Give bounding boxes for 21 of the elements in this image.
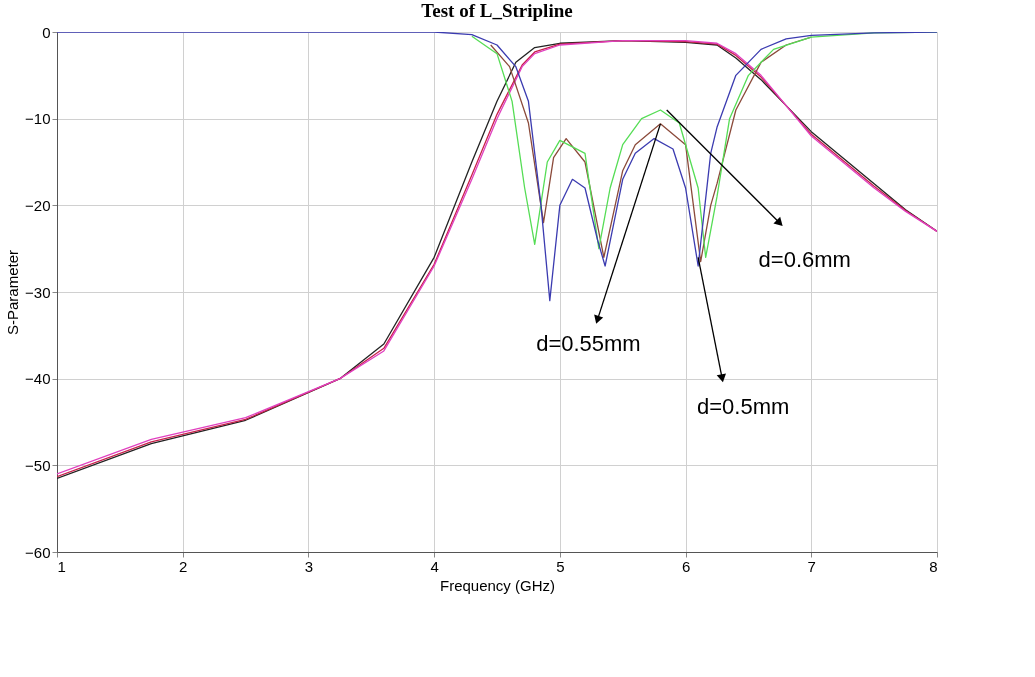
annotation: d=0.55mm <box>536 330 641 356</box>
x-tick-label: 3 <box>304 557 314 575</box>
x-tick-label: 7 <box>807 557 816 575</box>
y-tick-label: −30 <box>25 283 51 301</box>
x-tick-label: 8 <box>929 557 938 575</box>
y-axis-title: S-Parameter <box>4 249 22 336</box>
x-tick-label: 2 <box>179 557 188 575</box>
y-tick-label: −40 <box>25 370 51 388</box>
y-tick-label: −60 <box>25 543 51 561</box>
x-tick-label: 5 <box>556 557 565 575</box>
x-tick-label: 4 <box>430 557 439 575</box>
x-tick-label: 6 <box>681 557 691 575</box>
y-tick-label: −50 <box>25 456 51 474</box>
chart-title: Test of L_Stripline <box>421 0 573 21</box>
annotation: d=0.6mm <box>758 247 851 272</box>
y-tick-label: −20 <box>25 196 51 214</box>
x-axis-title: Frequency (GHz) <box>439 576 556 594</box>
y-tick-label: −10 <box>25 110 51 128</box>
x-tick-label: 1 <box>57 557 66 575</box>
annotation: d=0.5mm <box>696 394 790 420</box>
y-tick-label: 0 <box>42 23 51 41</box>
